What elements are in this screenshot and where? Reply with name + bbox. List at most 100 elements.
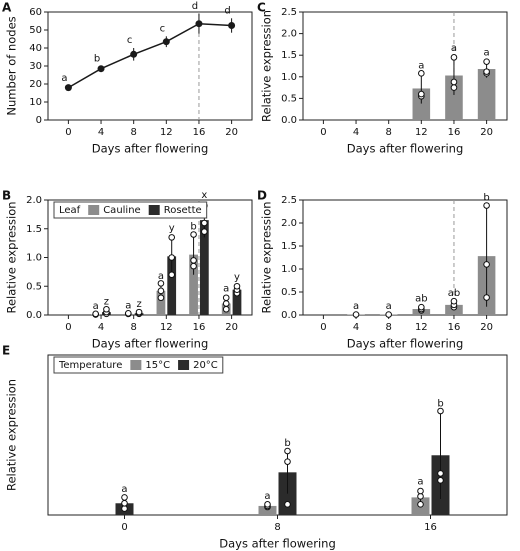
y-tick-label: 1.5 [281,241,297,252]
y-axis-label: Number of nodes [5,16,19,115]
x-axis-label: Days after flowering [92,142,209,156]
replicate-point [168,254,176,261]
y-tick-label: 20 [29,79,42,90]
y-tick-label: 1.0 [281,72,297,83]
replicate-point [121,499,128,507]
replicate-point [201,219,208,227]
significance-letter: y [234,272,240,283]
y-tick-label: 0.5 [281,93,297,104]
significance-letter: c [160,23,166,34]
replicate-point [103,305,110,313]
replicate-point [483,261,490,268]
replicate-point [190,231,197,238]
x-tick-label: 4 [353,127,359,138]
bar [258,505,277,515]
point [228,22,236,29]
replicate-point [417,493,424,500]
significance-letter: ab [415,294,427,305]
plot-frame [302,11,508,121]
x-tick-label: 8 [274,522,280,533]
point [162,38,170,46]
significance-letter: a [61,73,67,84]
legend-swatch [88,205,100,215]
legend-swatch [178,360,190,370]
replicate-point [417,487,424,495]
y-tick-label: 0.0 [26,310,42,321]
significance-letter: x [201,190,207,201]
x-tick-label: 8 [130,127,136,138]
replicate-point [418,90,425,98]
significance-letter: d [224,5,230,16]
replicate-point [417,501,424,508]
replicate-point [168,271,176,279]
replicate-point [124,309,132,317]
y-axis-label: Relative expression [260,201,274,313]
y-tick-label: 40 [29,43,42,54]
point [130,50,138,58]
bar [412,88,431,120]
x-tick-label: 16 [448,127,461,138]
replicate-point [190,262,197,270]
significance-letter: c [127,35,133,46]
x-tick-label: 8 [130,322,136,333]
x-tick-label: 0 [121,522,127,533]
replicate-point [284,458,291,465]
y-tick-label: 0 [36,115,42,126]
x-tick-label: 0 [65,322,71,333]
x-tick-label: 0 [65,127,71,138]
y-tick-label: 1.0 [281,264,297,275]
point [97,65,105,73]
x-axis-label: Days after flowering [92,337,209,351]
replicate-point [135,308,143,316]
replicate-point [450,84,458,91]
significance-letter: d [192,1,198,12]
x-tick-label: 12 [160,127,173,138]
replicate-point [418,70,425,77]
y-tick-label: 1.0 [26,253,42,264]
legend-title: Temperature [58,360,122,371]
replicate-point [450,54,458,61]
y-tick-label: 2.5 [281,195,297,206]
y-tick-label: 30 [29,61,42,72]
significance-letter: a [121,484,127,495]
replicate-point [284,447,291,455]
y-tick-label: 0.0 [281,115,297,126]
replicate-point [157,294,165,302]
replicate-point [222,294,230,302]
x-axis-label: Days after flowering [219,537,336,551]
x-tick-label: 4 [353,322,359,333]
significance-letter: b [190,222,196,233]
y-axis-label: Relative expression [5,201,19,313]
y-tick-label: 2.0 [26,195,42,206]
x-tick-label: 8 [385,322,391,333]
replicate-point [483,294,490,301]
legend-label: 15°C [145,360,170,371]
significance-letter: ab [448,288,460,299]
replicate-point [450,297,458,305]
replicate-point [157,280,165,287]
bar [167,256,177,315]
y-tick-label: 2.0 [281,29,297,40]
panel-label: C [257,1,266,15]
y-tick-label: 1.5 [281,50,297,61]
legend-label: Cauline [103,205,141,216]
replicate-point [121,505,128,512]
bar [156,290,166,315]
y-axis-label: Relative expression [5,379,19,491]
x-tick-label: 16 [448,322,461,333]
replicate-point [418,303,425,311]
x-tick-label: 16 [193,127,206,138]
replicate-point [483,202,490,209]
replicate-point [437,407,444,415]
significance-letter: b [437,399,443,410]
x-tick-label: 12 [160,322,173,333]
significance-letter: a [353,301,359,312]
y-tick-label: 2.5 [281,7,297,18]
x-tick-label: 16 [193,322,206,333]
replicate-point [284,501,291,508]
bar [278,472,297,515]
significance-letter: a [417,476,423,487]
significance-letter: b [94,54,100,65]
significance-letter: b [483,193,489,204]
significance-letter: a [223,284,229,295]
